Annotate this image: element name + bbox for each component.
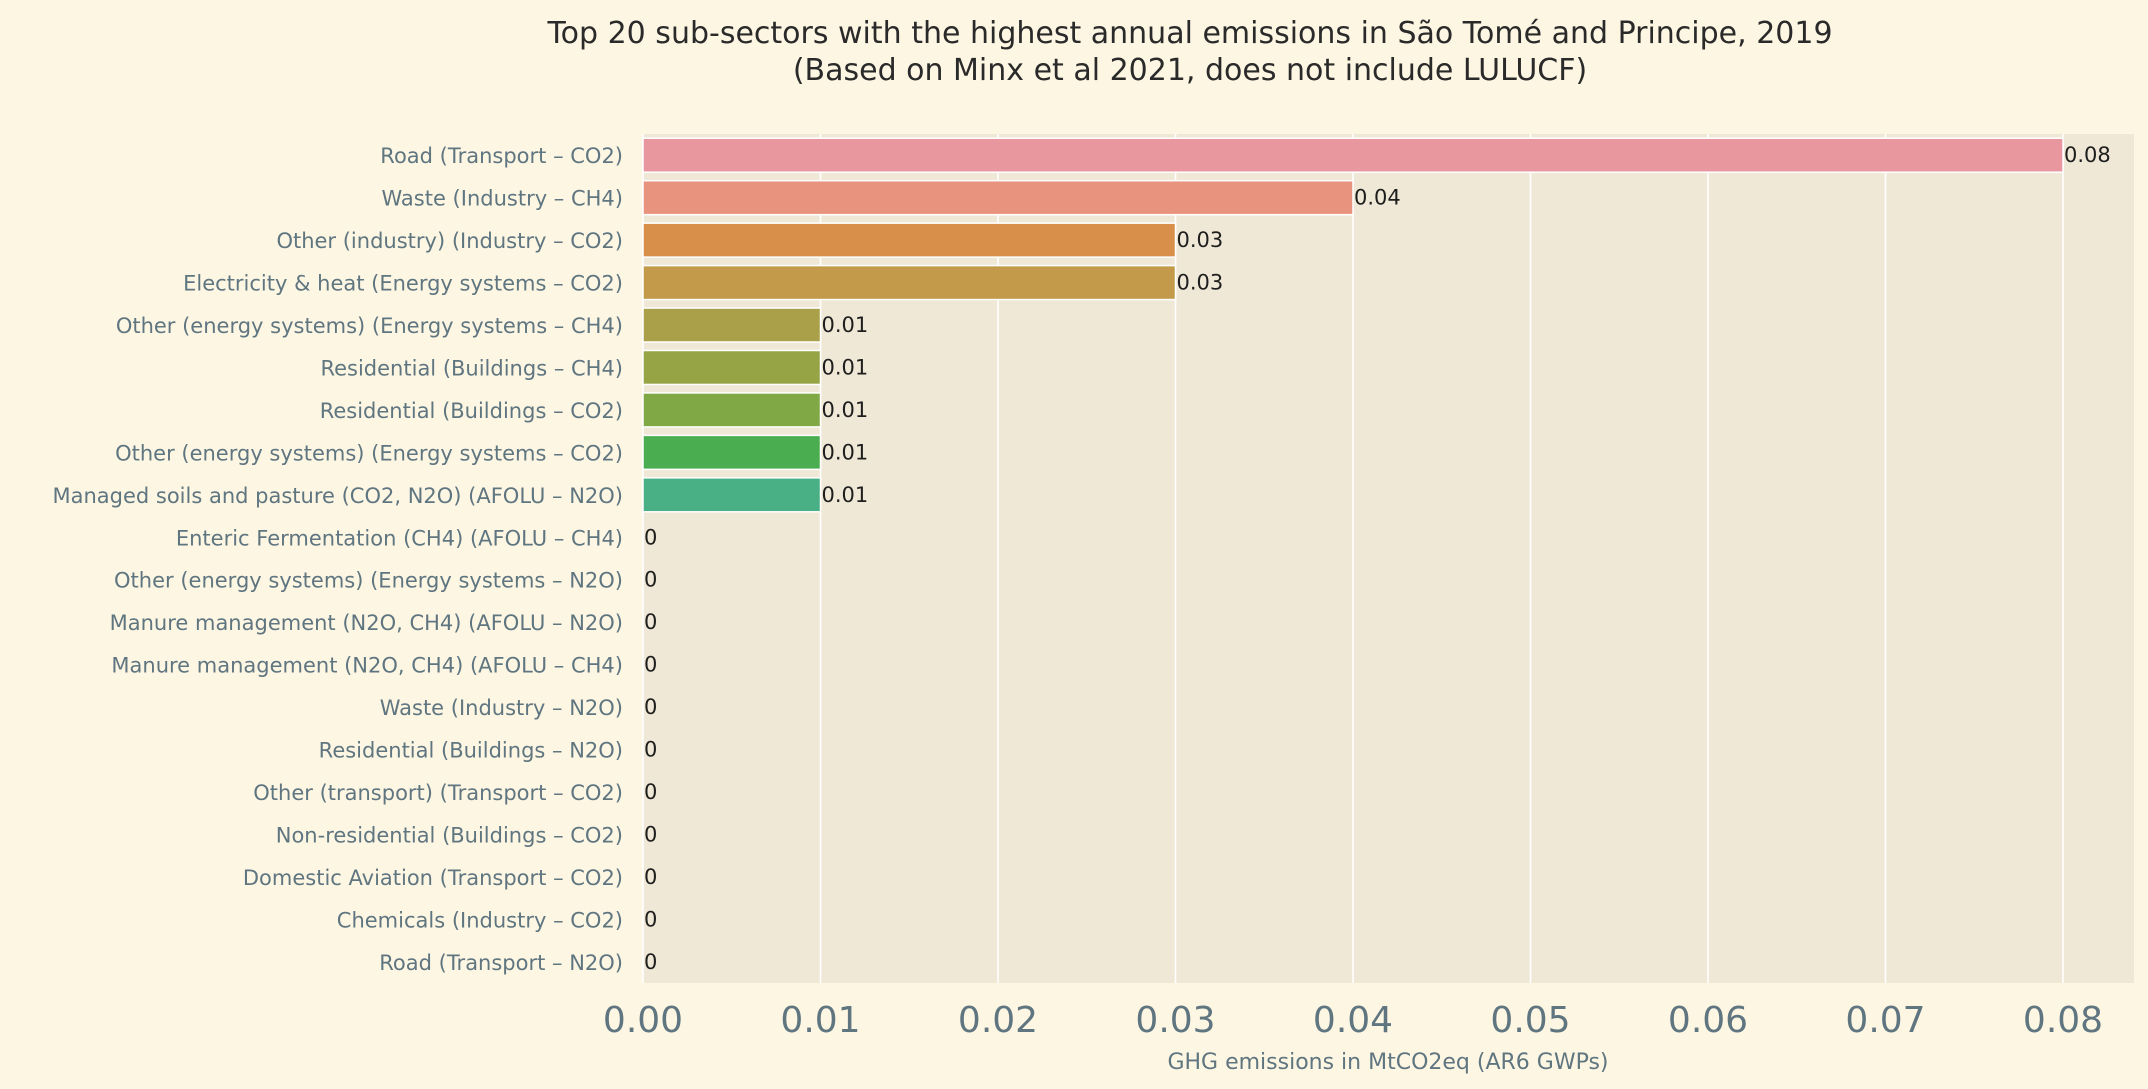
x-tick-label: 0.08 xyxy=(2023,1000,2103,1041)
data-label: 0.01 xyxy=(822,398,869,422)
x-tick-label: 0.04 xyxy=(1313,1000,1393,1041)
category-label: Domestic Aviation (Transport – CO2) xyxy=(243,866,623,890)
x-axis-label: GHG emissions in MtCO2eq (AR6 GWPs) xyxy=(1167,1050,1608,1075)
data-label: 0 xyxy=(644,907,657,931)
bar xyxy=(642,179,1354,216)
data-label: 0 xyxy=(644,865,657,889)
category-label: Waste (Industry – N2O) xyxy=(380,696,623,720)
category-label: Residential (Buildings – CO2) xyxy=(320,399,623,423)
data-label: 0 xyxy=(644,738,657,762)
data-label: 0 xyxy=(644,568,657,592)
x-tick-label: 0.02 xyxy=(958,1000,1038,1041)
data-label: 0 xyxy=(644,822,657,846)
data-label: 0.08 xyxy=(2064,143,2111,167)
data-label: 0 xyxy=(644,695,657,719)
data-labels: 0.08 0.04 0.03 0.03 0.01 0.01 0.01 0.01 0.01 0 0 0 0… xyxy=(644,143,2111,974)
data-label: 0 xyxy=(644,780,657,804)
chart-subtitle: (Based on Minx et al 2021, does not incl… xyxy=(793,53,1587,88)
data-label: 0 xyxy=(644,525,657,549)
category-label: Other (transport) (Transport – CO2) xyxy=(253,781,623,805)
data-label: 0.04 xyxy=(1354,186,1401,210)
category-label: Residential (Buildings – N2O) xyxy=(319,739,623,763)
data-label: 0.03 xyxy=(1177,228,1224,252)
category-label: Electricity & heat (Energy systems – CO2… xyxy=(183,272,623,296)
x-tick-label: 0.05 xyxy=(1490,1000,1570,1041)
bars xyxy=(642,137,2064,513)
bar xyxy=(642,264,1177,301)
data-label: 0.01 xyxy=(822,355,869,379)
category-label: Enteric Fermentation (CH4) (AFOLU – CH4) xyxy=(176,526,623,550)
x-tick-label: 0.06 xyxy=(1668,1000,1748,1041)
bar xyxy=(642,137,2064,173)
x-tick-label: 0.01 xyxy=(780,1000,860,1041)
category-label: Manure management (N2O, CH4) (AFOLU – N2… xyxy=(110,611,623,635)
data-label: 0.01 xyxy=(822,440,869,464)
category-label: Manure management (N2O, CH4) (AFOLU – CH… xyxy=(111,654,623,678)
x-tick-label: 0.03 xyxy=(1135,1000,1215,1041)
category-label: Road (Transport – N2O) xyxy=(379,951,623,975)
bar xyxy=(642,477,822,513)
category-label: Other (energy systems) (Energy systems –… xyxy=(116,314,623,338)
data-label: 0.01 xyxy=(822,483,869,507)
x-axis-ticks: 0.00 0.01 0.02 0.03 0.04 0.05 0.06 0.07 0.08 xyxy=(603,1000,2103,1041)
bar xyxy=(642,434,822,471)
bar xyxy=(642,307,822,343)
x-tick-label: 0.07 xyxy=(1845,1000,1925,1041)
bar xyxy=(642,222,1177,258)
data-label: 0 xyxy=(644,950,657,974)
category-label: Non-residential (Buildings – CO2) xyxy=(276,823,623,847)
category-label: Residential (Buildings – CH4) xyxy=(320,356,623,380)
category-label: Road (Transport – CO2) xyxy=(380,144,623,168)
category-labels: Road (Transport – CO2) Waste (Industry – … xyxy=(52,144,623,975)
category-label: Other (energy systems) (Energy systems –… xyxy=(114,569,623,593)
category-label: Other (energy systems) (Energy systems –… xyxy=(115,441,623,465)
category-label: Managed soils and pasture (CO2, N2O) (AF… xyxy=(52,484,623,508)
data-label: 0.03 xyxy=(1177,271,1224,295)
category-label: Chemicals (Industry – CO2) xyxy=(337,908,623,932)
bar xyxy=(642,349,822,386)
plot-area xyxy=(643,134,2134,983)
data-label: 0 xyxy=(644,653,657,677)
data-label: 0.01 xyxy=(822,313,869,337)
category-label: Other (industry) (Industry – CO2) xyxy=(276,229,623,253)
data-label: 0 xyxy=(644,610,657,634)
x-tick-label: 0.00 xyxy=(603,1000,683,1041)
category-label: Waste (Industry – CH4) xyxy=(382,187,624,211)
chart-title: Top 20 sub-sectors with the highest annu… xyxy=(546,16,1832,51)
bar xyxy=(642,392,822,428)
